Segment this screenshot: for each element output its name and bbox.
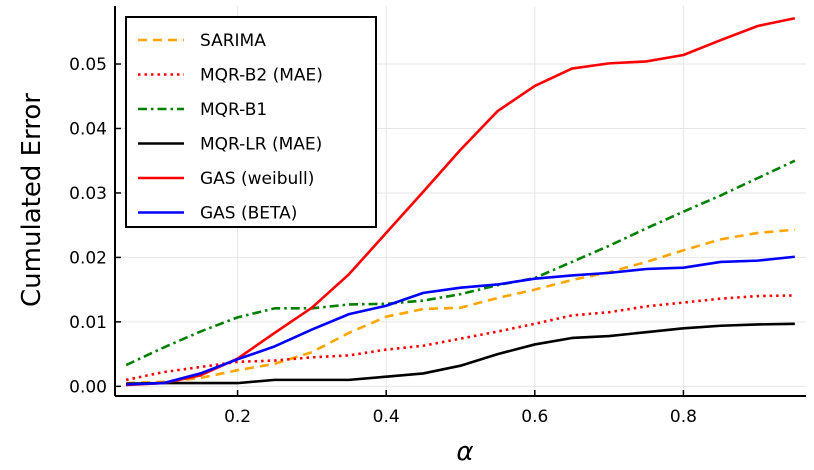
x-tick-label: 0.8 — [670, 407, 697, 427]
series-line — [125, 159, 796, 367]
legend-label: GAS (BETA) — [200, 204, 297, 224]
x-tick-label: 0.2 — [224, 407, 251, 427]
series-lines — [125, 16, 796, 387]
legend-label: MQR-B1 — [200, 100, 267, 120]
legend: SARIMA MQR-B2 (MAE) MQR-B1 MQR-LR (MAE) GAS … — [125, 16, 377, 228]
legend-label: GAS (weibull) — [200, 169, 314, 189]
y-tick-label: 0.00 — [69, 377, 107, 397]
grid — [115, 6, 806, 396]
ticks: 0.2 0.4 0.6 0.8 0.00 0.01 0.02 0.03 0.04 0.05 — [69, 55, 697, 427]
y-tick-label: 0.05 — [69, 55, 107, 75]
y-tick-label: 0.04 — [69, 119, 107, 139]
x-tick-label: 0.4 — [373, 407, 400, 427]
y-tick-label: 0.03 — [69, 184, 107, 204]
y-tick-label: 0.01 — [69, 313, 107, 333]
series-line — [126, 228, 795, 385]
series-line — [126, 322, 795, 386]
legend-label: SARIMA — [200, 31, 266, 51]
series-line — [126, 255, 795, 386]
legend-label: MQR-LR (MAE) — [200, 135, 322, 155]
series-line — [125, 294, 795, 382]
legend-label: MQR-B2 (MAE) — [200, 66, 323, 86]
y-tick-label: 0.02 — [69, 248, 107, 268]
axes — [114, 6, 806, 397]
x-tick-label: 0.6 — [521, 407, 548, 427]
y-axis-title: Cumulated Error — [17, 93, 47, 307]
x-axis-title: α — [456, 437, 473, 466]
legend-box — [125, 16, 377, 228]
